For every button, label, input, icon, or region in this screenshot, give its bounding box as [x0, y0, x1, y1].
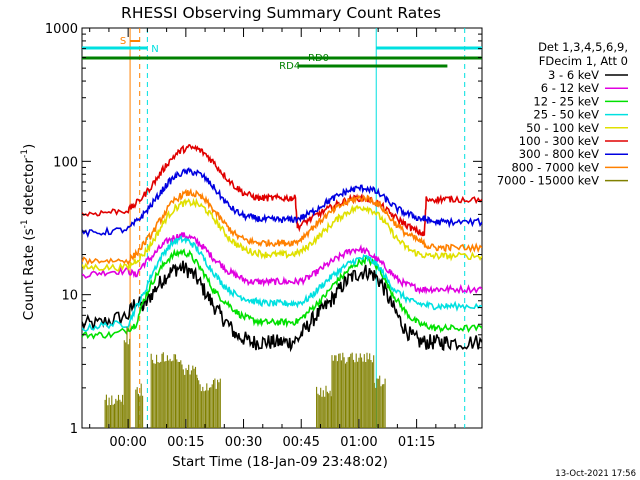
series-line-0: [82, 260, 482, 353]
series-line-4: [82, 197, 482, 272]
legend-label: 12 - 25 keV: [533, 94, 599, 108]
y-tick-label: 1000: [45, 22, 78, 37]
flag-label-rd4: RD4: [279, 61, 300, 72]
series-7000-15000-block-0: [104, 394, 125, 428]
ticks-layer: 00:00 00:15 00:30 00:45 01:00 01:15 1 10 100 1000: [45, 22, 482, 450]
series-7000-15000-block-6: [331, 352, 375, 428]
y-tick-label: 1: [70, 422, 78, 437]
legend-header-1: Det 1,3,4,5,6,9,: [538, 40, 628, 54]
legend-label: 6 - 12 keV: [541, 81, 599, 95]
y-axis-label-sup1: -1: [20, 219, 30, 228]
series-line-1: [82, 232, 482, 295]
y-tick-label: 100: [53, 155, 78, 170]
x-tick-label: 00:15: [167, 435, 204, 450]
series-7000-15000-block-7: [373, 375, 386, 428]
series-7000-15000-block-2: [135, 383, 144, 428]
x-tick-label: 00:45: [282, 435, 319, 450]
y-axis-label-sup2: -1: [20, 149, 30, 158]
plot-area: [81, 27, 483, 429]
x-tick-label: 00:30: [225, 435, 262, 450]
series-7000-15000-block-1: [123, 326, 131, 428]
series-7000-15000-block-5: [196, 378, 221, 428]
chart-title: RHESSI Observing Summary Count Rates: [121, 4, 441, 22]
legend-label: 7000 - 15000 keV: [497, 174, 599, 188]
x-tick-label: 01:15: [398, 435, 435, 450]
flag-label-s: S: [120, 36, 126, 47]
x-tick-label: 00:00: [109, 435, 146, 450]
y-axis-label-mid: detector: [21, 158, 37, 220]
y-axis-label: Count Rate (s-1 detector-1): [20, 144, 37, 320]
legend-label: 50 - 100 keV: [526, 121, 599, 135]
series-line-2: [82, 248, 482, 340]
flag-label-n: N: [151, 44, 158, 55]
legend-label: 3 - 6 keV: [548, 68, 599, 82]
legend-label: 25 - 50 keV: [533, 108, 599, 122]
legend: Det 1,3,4,5,6,9, FDecim 1, Att 0 3 - 6 k…: [497, 40, 628, 188]
series-line-7: [82, 188, 482, 266]
y-tick-label: 10: [61, 289, 78, 304]
flag-label-rd0: RD0: [308, 53, 329, 64]
series-layer: [82, 143, 482, 428]
series-line-3: [82, 234, 482, 333]
series-line-6: [82, 167, 482, 239]
legend-label: 300 - 800 keV: [519, 147, 599, 161]
series-7000-15000-block-8: [316, 385, 332, 428]
x-axis-label: Start Time (18-Jan-09 23:48:02): [172, 454, 388, 470]
flags-layer: [82, 28, 482, 428]
series-7000-15000-block-3: [150, 352, 182, 428]
legend-header-2: FDecim 1, Att 0: [539, 54, 628, 68]
series-7000-15000-block-4: [181, 364, 198, 428]
legend-label: 800 - 7000 keV: [511, 160, 599, 174]
legend-label: 100 - 300 keV: [519, 134, 599, 148]
footer-timestamp: 13-Oct-2021 17:56: [555, 469, 636, 479]
series-line-5: [82, 143, 482, 237]
y-axis-label-main: Count Rate (s: [21, 228, 37, 320]
x-tick-label: 01:00: [340, 435, 377, 450]
y-axis-label-end: ): [21, 144, 37, 149]
